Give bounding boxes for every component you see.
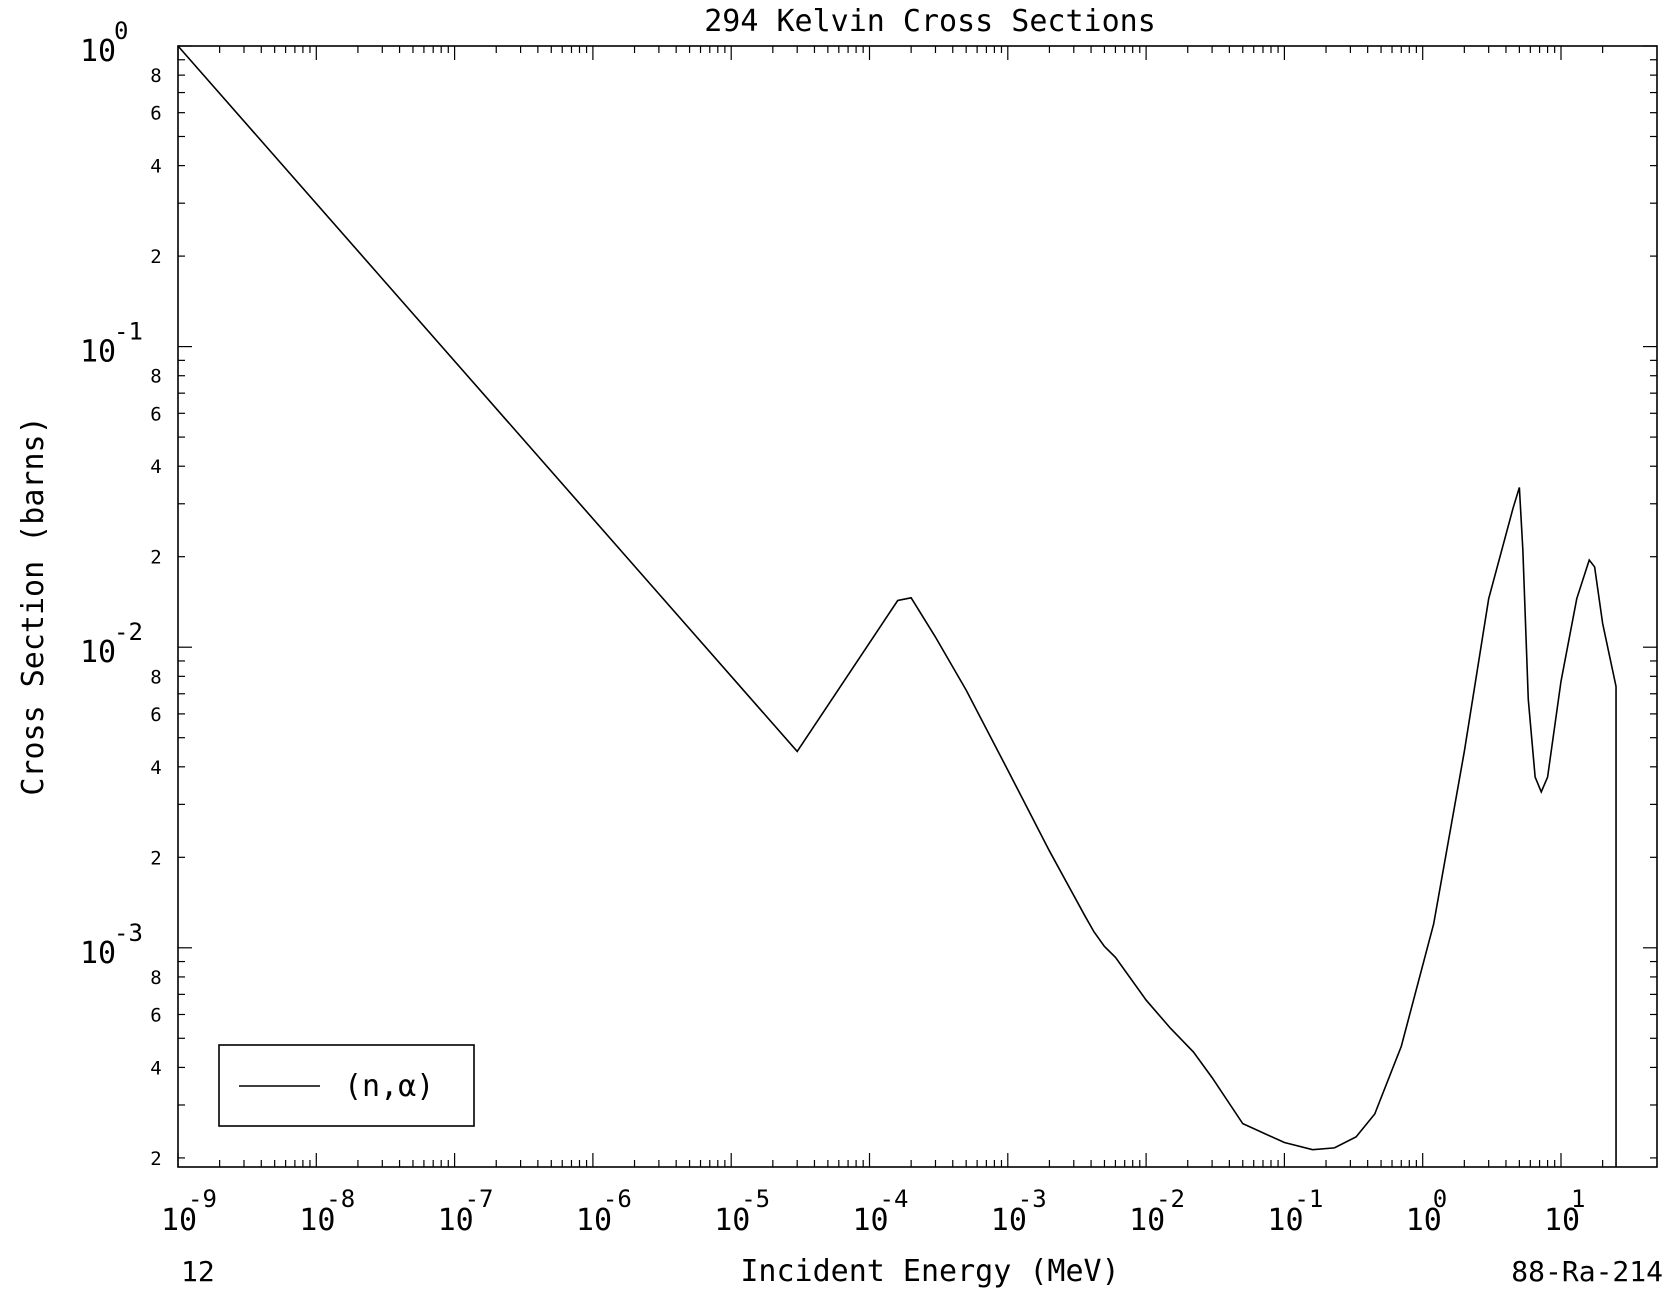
series-line-n-alpha xyxy=(177,45,1617,1151)
y-minor-tick-label: 2 xyxy=(150,1148,161,1170)
y-axis-label: Cross Section (barns) xyxy=(16,416,51,795)
legend: (n,α) xyxy=(218,1044,475,1127)
x-axis-ticks xyxy=(177,46,1604,1167)
x-tick-label: 10 xyxy=(438,1203,474,1238)
x-tick-label-exponent: -8 xyxy=(326,1185,355,1213)
chart-title: 294 Kelvin Cross Sections xyxy=(704,4,1156,39)
plot-area-frame xyxy=(177,45,1658,1168)
y-tick-label-exponent: -1 xyxy=(114,318,143,346)
y-minor-tick-label: 2 xyxy=(150,246,161,268)
x-tick-label: 10 xyxy=(714,1203,750,1238)
x-tick-label-exponent: -2 xyxy=(1156,1185,1185,1213)
x-axis-tick-labels: 10-910-810-710-610-510-410-310-210-11001… xyxy=(161,1185,1585,1238)
y-minor-tick-label: 2 xyxy=(150,847,161,869)
x-tick-label-exponent: -3 xyxy=(1018,1185,1047,1213)
y-tick-label: 10 xyxy=(80,34,116,69)
x-tick-label-exponent: 0 xyxy=(1433,1185,1447,1213)
y-minor-tick-label: 2 xyxy=(150,547,161,569)
y-minor-tick-label: 8 xyxy=(150,967,161,989)
x-tick-label: 10 xyxy=(576,1203,612,1238)
x-axis-label: Incident Energy (MeV) xyxy=(740,1254,1119,1289)
y-minor-tick-label: 6 xyxy=(150,403,161,425)
x-tick-label: 10 xyxy=(161,1203,197,1238)
legend-label: (n,α) xyxy=(344,1069,434,1104)
footer-left-label: 12 xyxy=(181,1255,215,1288)
x-tick-label-exponent: -4 xyxy=(880,1185,909,1213)
y-tick-label: 10 xyxy=(80,936,116,971)
x-tick-label-exponent: -6 xyxy=(603,1185,632,1213)
x-tick-label-exponent: -5 xyxy=(741,1185,770,1213)
x-tick-label-exponent: -7 xyxy=(465,1185,494,1213)
y-minor-tick-label: 6 xyxy=(150,103,161,125)
footer-right-label: 88-Ra-214 xyxy=(1511,1255,1663,1288)
y-tick-label-exponent: -3 xyxy=(114,919,143,947)
y-axis-ticks xyxy=(178,45,1657,1159)
y-minor-tick-label: 8 xyxy=(150,666,161,688)
y-minor-tick-label: 6 xyxy=(150,1004,161,1026)
y-tick-label-exponent: -2 xyxy=(114,618,143,646)
x-tick-label-exponent: 1 xyxy=(1571,1185,1585,1213)
x-tick-label: 10 xyxy=(299,1203,335,1238)
y-minor-tick-label: 4 xyxy=(150,1057,161,1079)
y-minor-tick-label: 4 xyxy=(150,156,161,178)
y-minor-tick-label: 8 xyxy=(150,65,161,87)
y-minor-tick-label: 4 xyxy=(150,757,161,779)
y-tick-label: 10 xyxy=(80,335,116,370)
y-tick-label: 10 xyxy=(80,635,116,670)
x-tick-label-exponent: -9 xyxy=(188,1185,217,1213)
y-minor-tick-label: 6 xyxy=(150,704,161,726)
x-tick-label: 10 xyxy=(853,1203,889,1238)
x-tick-label: 10 xyxy=(991,1203,1027,1238)
y-tick-label-exponent: 0 xyxy=(114,17,128,45)
x-tick-label: 10 xyxy=(1267,1203,1303,1238)
y-minor-tick-label: 4 xyxy=(150,456,161,478)
x-tick-label: 10 xyxy=(1406,1203,1442,1238)
x-tick-label: 10 xyxy=(1129,1203,1165,1238)
x-tick-label: 10 xyxy=(1544,1203,1580,1238)
x-tick-label-exponent: -1 xyxy=(1294,1185,1323,1213)
y-minor-tick-label: 8 xyxy=(150,366,161,388)
